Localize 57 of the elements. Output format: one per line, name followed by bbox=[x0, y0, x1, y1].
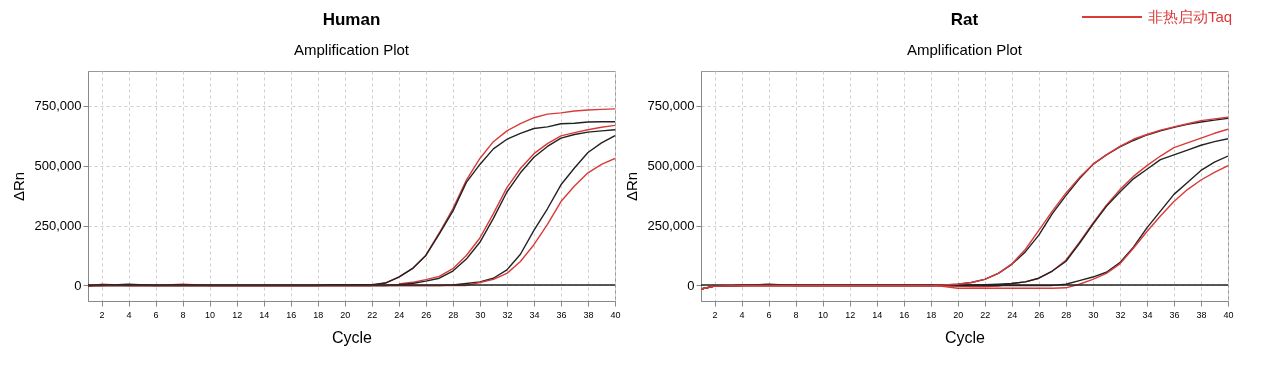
x-tick-label: 12 bbox=[232, 309, 243, 320]
chart-subtitle: Amplification Plot bbox=[293, 41, 410, 58]
chart-title: Human bbox=[322, 10, 381, 29]
y-tick-label: 0 bbox=[74, 277, 82, 293]
x-tick-label: 10 bbox=[818, 309, 829, 320]
x-tick-label: 18 bbox=[313, 309, 324, 320]
x-tick-label: 4 bbox=[739, 309, 745, 320]
chart-title: Rat bbox=[950, 10, 979, 29]
x-tick-label: 22 bbox=[980, 309, 991, 320]
y-tick-label: 750,000 bbox=[34, 98, 82, 114]
x-axis-title: Cycle bbox=[331, 328, 373, 346]
x-tick-label: 24 bbox=[1007, 309, 1018, 320]
x-tick-label: 12 bbox=[845, 309, 856, 320]
x-tick-label: 26 bbox=[421, 309, 432, 320]
x-tick-label: 30 bbox=[475, 309, 486, 320]
y-tick-label: 500,000 bbox=[647, 158, 695, 174]
x-tick-label: 2 bbox=[99, 309, 105, 320]
x-tick-label: 32 bbox=[1115, 309, 1126, 320]
x-tick-label: 36 bbox=[1169, 309, 1180, 320]
y-tick-label: 500,000 bbox=[34, 158, 82, 174]
x-tick-label: 20 bbox=[340, 309, 351, 320]
x-tick-label: 14 bbox=[259, 309, 270, 320]
x-tick-label: 40 bbox=[610, 309, 621, 320]
x-tick-label: 18 bbox=[926, 309, 937, 320]
y-tick-label: 750,000 bbox=[647, 98, 695, 114]
x-tick-label: 16 bbox=[899, 309, 910, 320]
x-tick-label: 16 bbox=[286, 309, 297, 320]
x-tick-label: 10 bbox=[205, 309, 216, 320]
x-tick-label: 38 bbox=[583, 309, 594, 320]
x-tick-label: 6 bbox=[766, 309, 772, 320]
legend-label: 非热启动Taq bbox=[1148, 7, 1233, 27]
y-tick-label: 250,000 bbox=[34, 218, 82, 234]
x-tick-label: 24 bbox=[394, 309, 405, 320]
x-axis-title: Cycle bbox=[944, 328, 986, 346]
x-tick-label: 2 bbox=[712, 309, 718, 320]
x-tick-label: 36 bbox=[556, 309, 567, 320]
x-tick-label: 4 bbox=[126, 309, 132, 320]
x-tick-label: 8 bbox=[793, 309, 799, 320]
x-tick-label: 32 bbox=[502, 309, 513, 320]
y-tick-label: 0 bbox=[687, 277, 695, 293]
x-tick-label: 34 bbox=[529, 309, 540, 320]
x-tick-label: 28 bbox=[448, 309, 459, 320]
y-tick-label: 250,000 bbox=[647, 218, 695, 234]
x-tick-label: 6 bbox=[153, 309, 159, 320]
x-tick-label: 34 bbox=[1142, 309, 1153, 320]
chart-subtitle: Amplification Plot bbox=[906, 41, 1023, 58]
x-tick-label: 14 bbox=[872, 309, 883, 320]
x-tick-label: 38 bbox=[1196, 309, 1207, 320]
x-tick-label: 8 bbox=[180, 309, 186, 320]
x-tick-label: 28 bbox=[1061, 309, 1072, 320]
y-axis-title: ΔRn bbox=[9, 171, 27, 202]
x-tick-label: 26 bbox=[1034, 309, 1045, 320]
x-tick-label: 22 bbox=[367, 309, 378, 320]
x-tick-label: 30 bbox=[1088, 309, 1099, 320]
y-axis-title: ΔRn bbox=[622, 171, 640, 202]
x-tick-label: 40 bbox=[1223, 309, 1234, 320]
x-tick-label: 20 bbox=[953, 309, 964, 320]
